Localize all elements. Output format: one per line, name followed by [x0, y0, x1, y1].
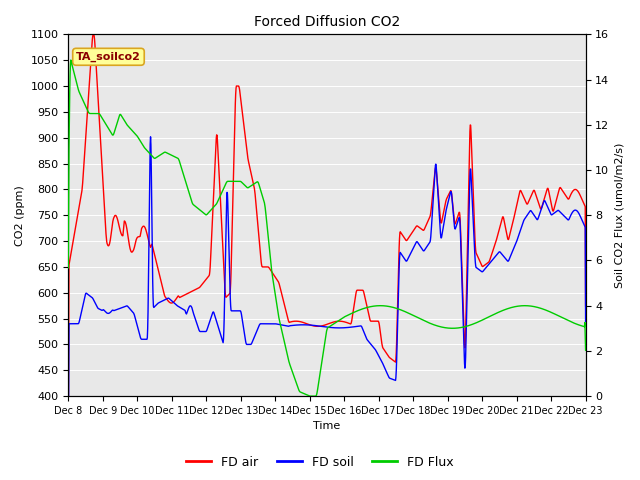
Y-axis label: CO2 (ppm): CO2 (ppm) — [15, 185, 25, 246]
Title: Forced Diffusion CO2: Forced Diffusion CO2 — [254, 15, 400, 29]
X-axis label: Time: Time — [314, 421, 340, 432]
Legend: FD air, FD soil, FD Flux: FD air, FD soil, FD Flux — [181, 451, 459, 474]
Y-axis label: Soil CO2 Flux (umol/m2/s): Soil CO2 Flux (umol/m2/s) — [615, 143, 625, 288]
Text: TA_soilco2: TA_soilco2 — [76, 52, 141, 62]
